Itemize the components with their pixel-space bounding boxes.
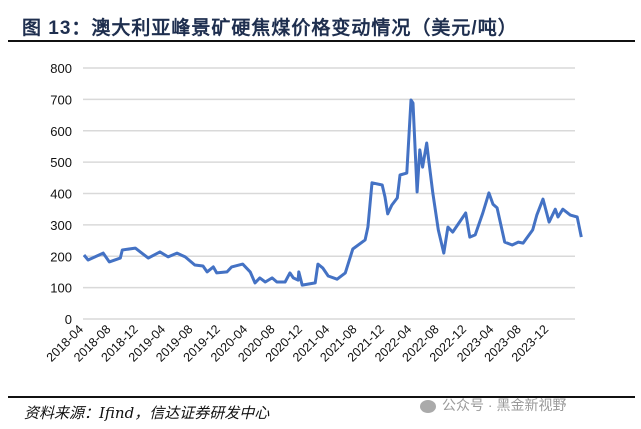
watermark-text: 公众号 · 黑金新视野 [442, 397, 567, 413]
chart-title: 图 13：澳大利亚峰景矿硬焦煤价格变动情况（美元/吨） [22, 18, 518, 39]
watermark: 公众号 · 黑金新视野 [420, 395, 566, 415]
source-note: 资料来源：Ifind，信达证券研发中心 [24, 404, 270, 422]
y-tick-label: 100 [50, 281, 72, 296]
footer-divider [8, 396, 635, 398]
y-tick-label: 800 [50, 61, 72, 76]
y-tick-label: 600 [50, 124, 72, 139]
y-tick-label: 700 [50, 92, 72, 107]
wechat-icon [420, 399, 436, 413]
y-tick-label: 0 [65, 312, 72, 327]
line-chart: 01002003004005006007008002018-042018-082… [44, 61, 583, 365]
price-line [82, 98, 583, 287]
y-tick-label: 500 [50, 155, 72, 170]
y-tick-label: 400 [50, 187, 72, 202]
y-tick-label: 200 [50, 249, 72, 264]
title-divider [8, 40, 635, 42]
y-tick-label: 300 [50, 218, 72, 233]
